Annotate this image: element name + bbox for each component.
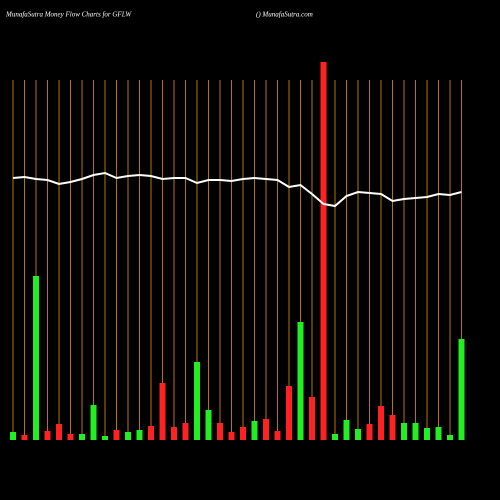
bar [286,386,292,440]
bar [424,428,430,440]
bar [458,339,465,440]
bar [435,427,442,440]
bar [240,427,246,440]
bar [251,421,258,440]
bar [113,430,120,440]
bar [67,434,74,440]
bar [401,423,407,440]
bar [343,420,350,440]
bar [44,431,51,440]
bar [90,405,97,440]
bar [389,415,396,440]
bar [194,362,200,440]
bar [21,435,28,440]
bar [320,62,327,440]
chart-subtitle: () MunafaSutra.com [256,11,313,19]
bar [56,424,62,440]
bar [355,429,361,440]
bar [332,434,338,440]
bar [182,423,189,440]
bar [102,436,108,440]
bar [447,435,453,440]
bar [228,432,235,440]
line [12,171,462,208]
bar [217,423,223,440]
bar [274,431,281,440]
bar [205,410,212,440]
bar [159,383,166,440]
bar [263,419,269,440]
bar [33,276,39,440]
bar [136,430,143,440]
bar [171,427,177,440]
bar [148,426,154,440]
bar [378,406,384,440]
bar [10,432,16,440]
chart-title: MunafaSutra Money Flow Charts for GFLW [5,11,132,19]
bar [297,322,304,440]
bar [366,424,373,440]
bar [412,423,419,440]
bar [125,432,131,440]
bar [309,397,315,440]
bar [79,434,85,440]
